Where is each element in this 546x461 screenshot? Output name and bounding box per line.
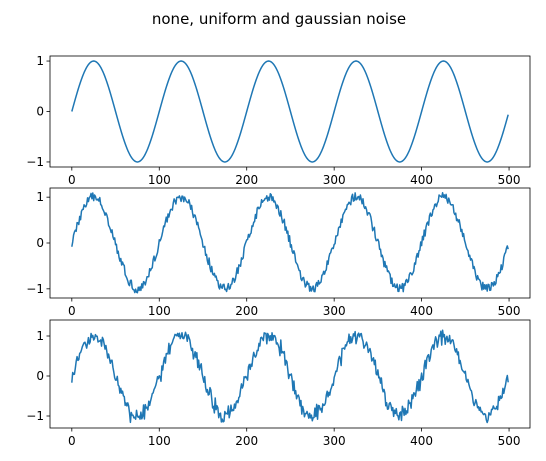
x-tick-label: 0	[68, 173, 76, 187]
x-tick-label: 300	[323, 304, 346, 318]
y-tick-label: 0	[36, 105, 44, 119]
x-tick-label: 400	[410, 304, 433, 318]
x-tick-label: 200	[235, 173, 258, 187]
y-tick-label: −1	[26, 409, 44, 423]
x-tick-label: 100	[148, 304, 171, 318]
subplot-3: 0 100 200 300 400 500 −1 0 1	[26, 319, 531, 448]
x-tick-label: 100	[148, 173, 171, 187]
y-tick-label: 1	[36, 190, 44, 204]
y-tick-label: 0	[36, 236, 44, 250]
series-line	[71, 329, 509, 424]
figure-title: none, uniform and gaussian noise	[152, 10, 406, 28]
subplot-2: 0 100 200 300 400 500 −1 0 1	[26, 187, 531, 318]
x-tick-label: 0	[68, 434, 76, 448]
x-tick-label: 200	[235, 434, 258, 448]
subplot-1: 0 100 200 300 400 500 −1 0 1	[26, 54, 531, 187]
series-line	[71, 192, 509, 294]
x-tick-label: 500	[498, 304, 521, 318]
x-tick-label: 400	[410, 173, 433, 187]
x-tick-label: 400	[410, 434, 433, 448]
y-tick-label: 1	[36, 54, 44, 68]
x-tick-label: 200	[235, 304, 258, 318]
y-tick-label: −1	[26, 155, 44, 169]
axes-frame	[49, 319, 531, 429]
series-line	[71, 60, 509, 163]
y-tick-label: −1	[26, 282, 44, 296]
y-tick-label: 1	[36, 329, 44, 343]
x-tick-label: 500	[498, 434, 521, 448]
x-tick-label: 300	[323, 434, 346, 448]
x-tick-label: 300	[323, 173, 346, 187]
y-tick-label: 0	[36, 369, 44, 383]
x-tick-label: 500	[498, 173, 521, 187]
x-tick-label: 0	[68, 304, 76, 318]
x-tick-label: 100	[148, 434, 171, 448]
